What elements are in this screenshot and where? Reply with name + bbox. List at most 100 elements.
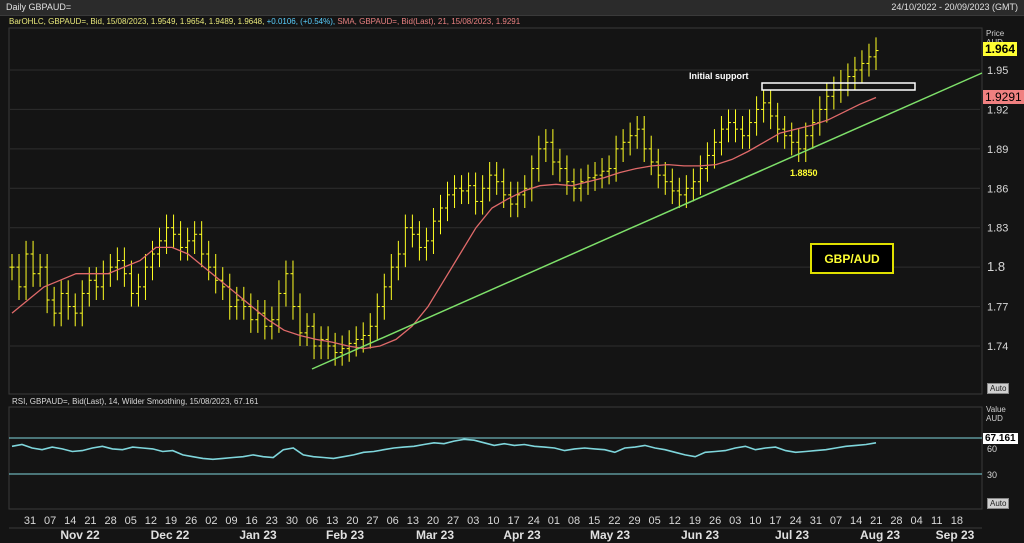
ohlc-bar — [30, 240, 36, 287]
ohlc-bar — [192, 221, 198, 254]
x-day-label: 13 — [326, 515, 338, 527]
ohlc-bar — [227, 273, 233, 320]
ohlc-bar — [325, 326, 331, 360]
ohlc-bar — [578, 168, 584, 202]
rsi-axis-header: Value AUD — [986, 405, 1006, 423]
x-month-label: Aug 23 — [860, 528, 900, 542]
ohlc-bar — [234, 286, 240, 320]
ohlc-bar — [803, 122, 809, 162]
ohlc-bar — [634, 116, 640, 149]
ohlc-bar — [543, 129, 549, 162]
x-month-label: Nov 22 — [60, 528, 100, 542]
rsi-axis-unit: AUD — [986, 414, 1003, 423]
ohlc-bar — [185, 227, 191, 261]
ohlc-bar — [873, 37, 879, 70]
x-day-label: 09 — [225, 515, 237, 527]
ohlc-bar — [662, 162, 668, 195]
price-panel-frame — [8, 27, 983, 395]
ohlc-bar — [725, 109, 731, 143]
bar-legend: BarOHLC, GBPAUD=, Bid, 15/08/2023, 1.954… — [9, 17, 265, 26]
ohlc-bar — [311, 313, 317, 360]
ohlc-bar — [452, 175, 458, 208]
x-day-label: 31 — [810, 515, 822, 527]
x-day-label: 01 — [548, 515, 560, 527]
chart-title: Daily GBPAUD= — [6, 2, 72, 12]
x-month-label: Jan 23 — [239, 528, 277, 542]
rsi-tick-label: 30 — [987, 470, 997, 480]
ohlc-bar — [824, 83, 830, 123]
x-day-label: 27 — [366, 515, 378, 527]
ohlc-bar — [16, 254, 22, 300]
ohlc-bar — [550, 129, 556, 176]
ohlc-bar — [711, 129, 717, 169]
x-day-label: 12 — [669, 515, 681, 527]
x-day-label: 10 — [487, 515, 499, 527]
x-day-label: 06 — [306, 515, 318, 527]
ohlc-bar — [360, 322, 366, 353]
ohlc-bar — [845, 63, 851, 97]
x-day-label: 03 — [729, 515, 741, 527]
ohlc-bar — [655, 148, 661, 189]
ohlc-bar — [437, 194, 443, 235]
ohlc-bar — [283, 260, 289, 307]
ohlc-bar — [353, 326, 359, 357]
x-axis: 31 07 14 21 28 05 12 19 26 02 09 16 23 30 06 13 20 27 06 13… — [9, 515, 982, 542]
x-day-label: 21 — [84, 515, 96, 527]
price-tick-label: 1.92 — [987, 104, 1008, 116]
price-tick-label: 1.77 — [987, 302, 1008, 314]
ohlc-bar — [339, 335, 345, 366]
rsi-tick-label: 60 — [987, 444, 997, 454]
x-day-label: 24 — [528, 515, 540, 527]
ohlc-bar — [473, 172, 479, 215]
ohlc-bar — [599, 158, 605, 189]
ohlc-bar — [255, 300, 261, 333]
ohlc-bar — [213, 254, 219, 294]
price-tick-label: 1.83 — [987, 223, 1008, 235]
ohlc-bar — [676, 177, 682, 208]
price-axis-ticks: 1.74 1.77 1.8 1.83 1.86 1.89 1.92 1.95 — [987, 65, 1008, 353]
ohlc-bar — [768, 89, 774, 130]
ohlc-bar — [445, 181, 451, 222]
ohlc-bar — [206, 240, 212, 281]
ohlc-bar — [93, 267, 99, 300]
x-day-label: 19 — [165, 515, 177, 527]
support-trendline — [311, 72, 983, 370]
rsi-auto-button[interactable]: Auto — [987, 498, 1010, 509]
ohlc-bar — [381, 273, 387, 320]
ohlc-bar — [304, 313, 310, 346]
x-day-label: 20 — [346, 515, 358, 527]
x-day-label: 12 — [145, 515, 157, 527]
ohlc-bar — [135, 273, 141, 307]
ohlc-bar — [789, 122, 795, 156]
x-day-label: 24 — [790, 515, 802, 527]
ohlc-bar — [51, 286, 57, 327]
price-bars — [9, 37, 879, 366]
ohlc-bar — [142, 254, 148, 300]
ohlc-bar — [831, 76, 837, 110]
ohlc-bar — [374, 293, 380, 340]
x-day-label: 19 — [689, 515, 701, 527]
ohlc-bar — [536, 135, 542, 182]
x-day-label: 07 — [44, 515, 56, 527]
price-auto-button[interactable]: Auto — [987, 383, 1010, 394]
price-grid — [10, 69, 980, 347]
ohlc-bar — [480, 175, 486, 215]
ohlc-bar — [866, 43, 872, 77]
x-month-label: Feb 23 — [326, 528, 364, 542]
ohlc-bar — [683, 175, 689, 208]
ohlc-bar — [466, 172, 472, 205]
x-day-label: 10 — [749, 515, 761, 527]
ohlc-bar — [107, 254, 113, 287]
rsi-axis-title: Value — [986, 405, 1006, 414]
ohlc-bar — [241, 286, 247, 320]
ohlc-bar — [459, 175, 465, 205]
price-axis-title: Price — [986, 29, 1005, 38]
ohlc-bar — [733, 109, 739, 143]
ohlc-bar — [761, 89, 767, 123]
rsi-panel-frame — [8, 406, 983, 510]
rsi-axis-ticks: 30 60 — [987, 444, 997, 480]
ohlc-bar — [859, 50, 865, 84]
ohlc-bar — [416, 221, 422, 261]
rsi-line — [11, 438, 877, 461]
ohlc-bar — [178, 221, 184, 261]
